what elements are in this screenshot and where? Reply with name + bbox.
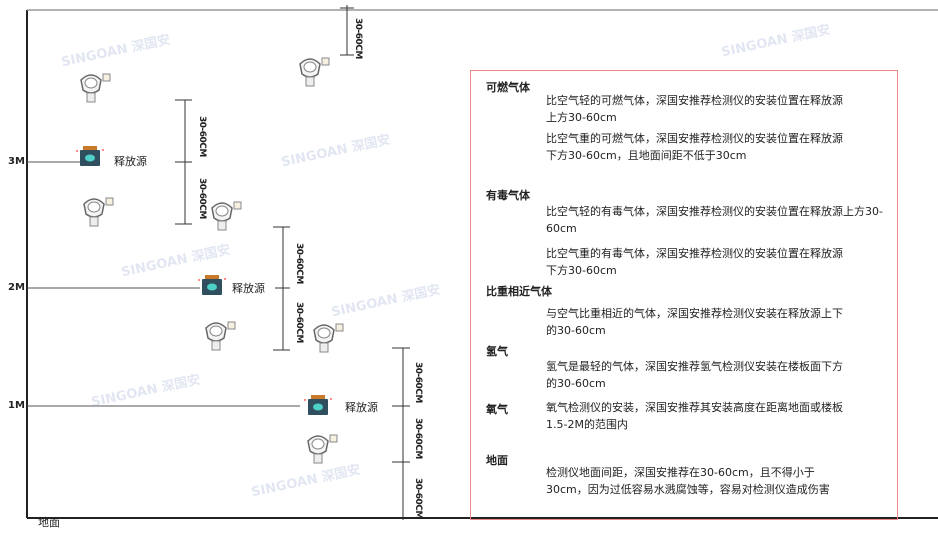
release-source-label: 释放源 [114,155,147,168]
section-text: 比空气重的可燃气体，深国安推荐检测仪的安装位置在释放源下方30-60cm，且地面… [546,132,843,162]
dimension-label: 30-60CM [353,18,363,59]
gas-detector-icon [80,73,111,103]
gas-detector-icon [211,201,242,231]
section-text: 比空气轻的可燃气体，深国安推荐检测仪的安装位置在释放源上方30-60cm [546,94,843,124]
dimension-lines [175,5,410,520]
dimension-label: 30-60CM [294,302,304,343]
dimension-label: 30-60CM [197,116,207,157]
ground-label: 地面 [38,516,60,529]
section-text: 比空气重的有毒气体，深国安推荐检测仪的安装位置在释放源下方30-60cm [546,247,843,277]
level-1m-label: 1M [8,400,25,411]
release-source-icon [198,275,226,295]
section-text: 氧气检测仪的安装，深国安推荐其安装高度在距离地面或楼板1.5-2M的范围内 [546,401,843,431]
dimension-label: 30-60CM [413,478,423,519]
level-3m-label: 3M [8,156,25,167]
release-source-label: 释放源 [232,282,265,295]
section-text: 氢气是最轻的气体，深国安推荐氢气检测仪安装在楼板面下方的30-60cm [546,360,843,390]
release-source-icon [76,146,104,166]
dimension-label: 30-60CM [413,362,423,403]
section-heading: 比重相近气体 [486,285,552,298]
gas-detector-icon [83,197,114,227]
section-heading: 有毒气体 [486,189,530,202]
gas-detector-icon [205,321,236,351]
gas-detector-icon [307,434,338,464]
recommendation-panel: 可燃气体 比空气轻的可燃气体，深国安推荐检测仪的安装位置在释放源上方30-60c… [470,70,898,520]
gas-detector-icon [299,57,330,87]
dimension-label: 30-60CM [294,243,304,284]
release-source-icon [304,395,332,415]
section-heading: 地面 [486,454,508,467]
dimension-label: 30-60CM [197,178,207,219]
level-2m-label: 2M [8,282,25,293]
section-heading: 氧气 [486,403,508,416]
dimension-label: 30-60CM [413,418,423,459]
section-text: 与空气比重相近的气体，深国安推荐检测仪安装在释放源上下的30-60cm [546,307,843,337]
gas-detector-icon [313,323,344,353]
section-text: 检测仪地面间距，深国安推荐在30-60cm，且不得小于30cm，因为过低容易水溅… [546,466,830,496]
release-source-label: 释放源 [345,401,378,414]
section-heading: 氢气 [486,345,508,358]
section-text: 比空气轻的有毒气体，深国安推荐检测仪的安装位置在释放源上方30-60cm [546,205,883,235]
section-heading: 可燃气体 [486,81,530,94]
